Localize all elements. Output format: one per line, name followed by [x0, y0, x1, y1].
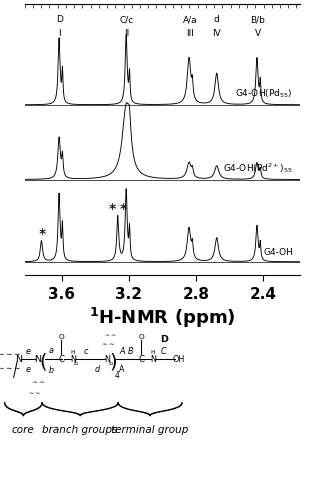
Text: $\sim\!\sim\!\sim$: $\sim\!\sim\!\sim$ — [0, 348, 21, 358]
Text: N: N — [104, 355, 110, 364]
Text: C: C — [58, 355, 64, 364]
Text: terminal group: terminal group — [112, 424, 189, 434]
Text: d: d — [95, 364, 99, 373]
Text: G4-OH: G4-OH — [263, 247, 293, 256]
Text: A/a: A/a — [183, 15, 197, 24]
Text: H: H — [70, 349, 75, 354]
Text: core: core — [12, 424, 35, 434]
Text: $\sim\!\sim$: $\sim\!\sim$ — [28, 389, 42, 394]
Text: b: b — [49, 365, 53, 374]
Text: III: III — [186, 29, 194, 38]
Text: $\sim\!\sim$: $\sim\!\sim$ — [103, 332, 116, 337]
Text: II: II — [125, 29, 130, 38]
Text: A: A — [119, 364, 125, 373]
Text: $\ast\ast$: $\ast\ast$ — [107, 201, 129, 212]
Text: D: D — [57, 15, 63, 24]
Text: b: b — [74, 360, 78, 365]
Text: branch groups: branch groups — [42, 424, 118, 434]
Text: B: B — [128, 346, 133, 355]
Text: $\sim\!\sim$: $\sim\!\sim$ — [100, 339, 115, 346]
Text: N: N — [70, 355, 76, 364]
Text: N: N — [15, 355, 22, 364]
Text: G4-OH(Pd$_{55}$): G4-OH(Pd$_{55}$) — [235, 87, 293, 100]
Text: c: c — [83, 346, 88, 355]
Text: I: I — [59, 29, 61, 38]
Text: C: C — [138, 355, 145, 364]
Text: (: ( — [39, 351, 47, 370]
Text: OH: OH — [172, 355, 184, 364]
Text: a: a — [49, 345, 53, 354]
Text: C/c: C/c — [120, 15, 134, 24]
Text: V: V — [255, 29, 261, 38]
Text: N: N — [34, 355, 41, 364]
Text: N: N — [150, 355, 156, 364]
Text: O: O — [139, 334, 144, 340]
Text: B/b: B/b — [250, 15, 265, 24]
Text: b: b — [108, 360, 112, 365]
Text: C: C — [161, 346, 167, 355]
Text: H: H — [151, 349, 155, 354]
Text: d: d — [214, 15, 220, 24]
Text: $\sim\!\sim\!\sim$: $\sim\!\sim\!\sim$ — [0, 363, 21, 371]
X-axis label: $\mathbf{^1}$H-NMR (ppm): $\mathbf{^1}$H-NMR (ppm) — [89, 305, 235, 329]
Text: O: O — [58, 334, 64, 340]
Text: $\ast$: $\ast$ — [36, 225, 46, 236]
Text: A: A — [119, 346, 125, 355]
Text: $\sim\!\sim$: $\sim\!\sim$ — [30, 378, 46, 384]
Text: D: D — [160, 335, 168, 344]
Text: G4-OH(Pd$^{2+}$)$_{55}$: G4-OH(Pd$^{2+}$)$_{55}$ — [223, 161, 293, 174]
Text: e: e — [25, 346, 30, 355]
Text: e: e — [25, 364, 30, 373]
Text: ): ) — [109, 351, 117, 370]
Text: IV: IV — [212, 29, 221, 38]
Text: 4: 4 — [115, 370, 119, 379]
